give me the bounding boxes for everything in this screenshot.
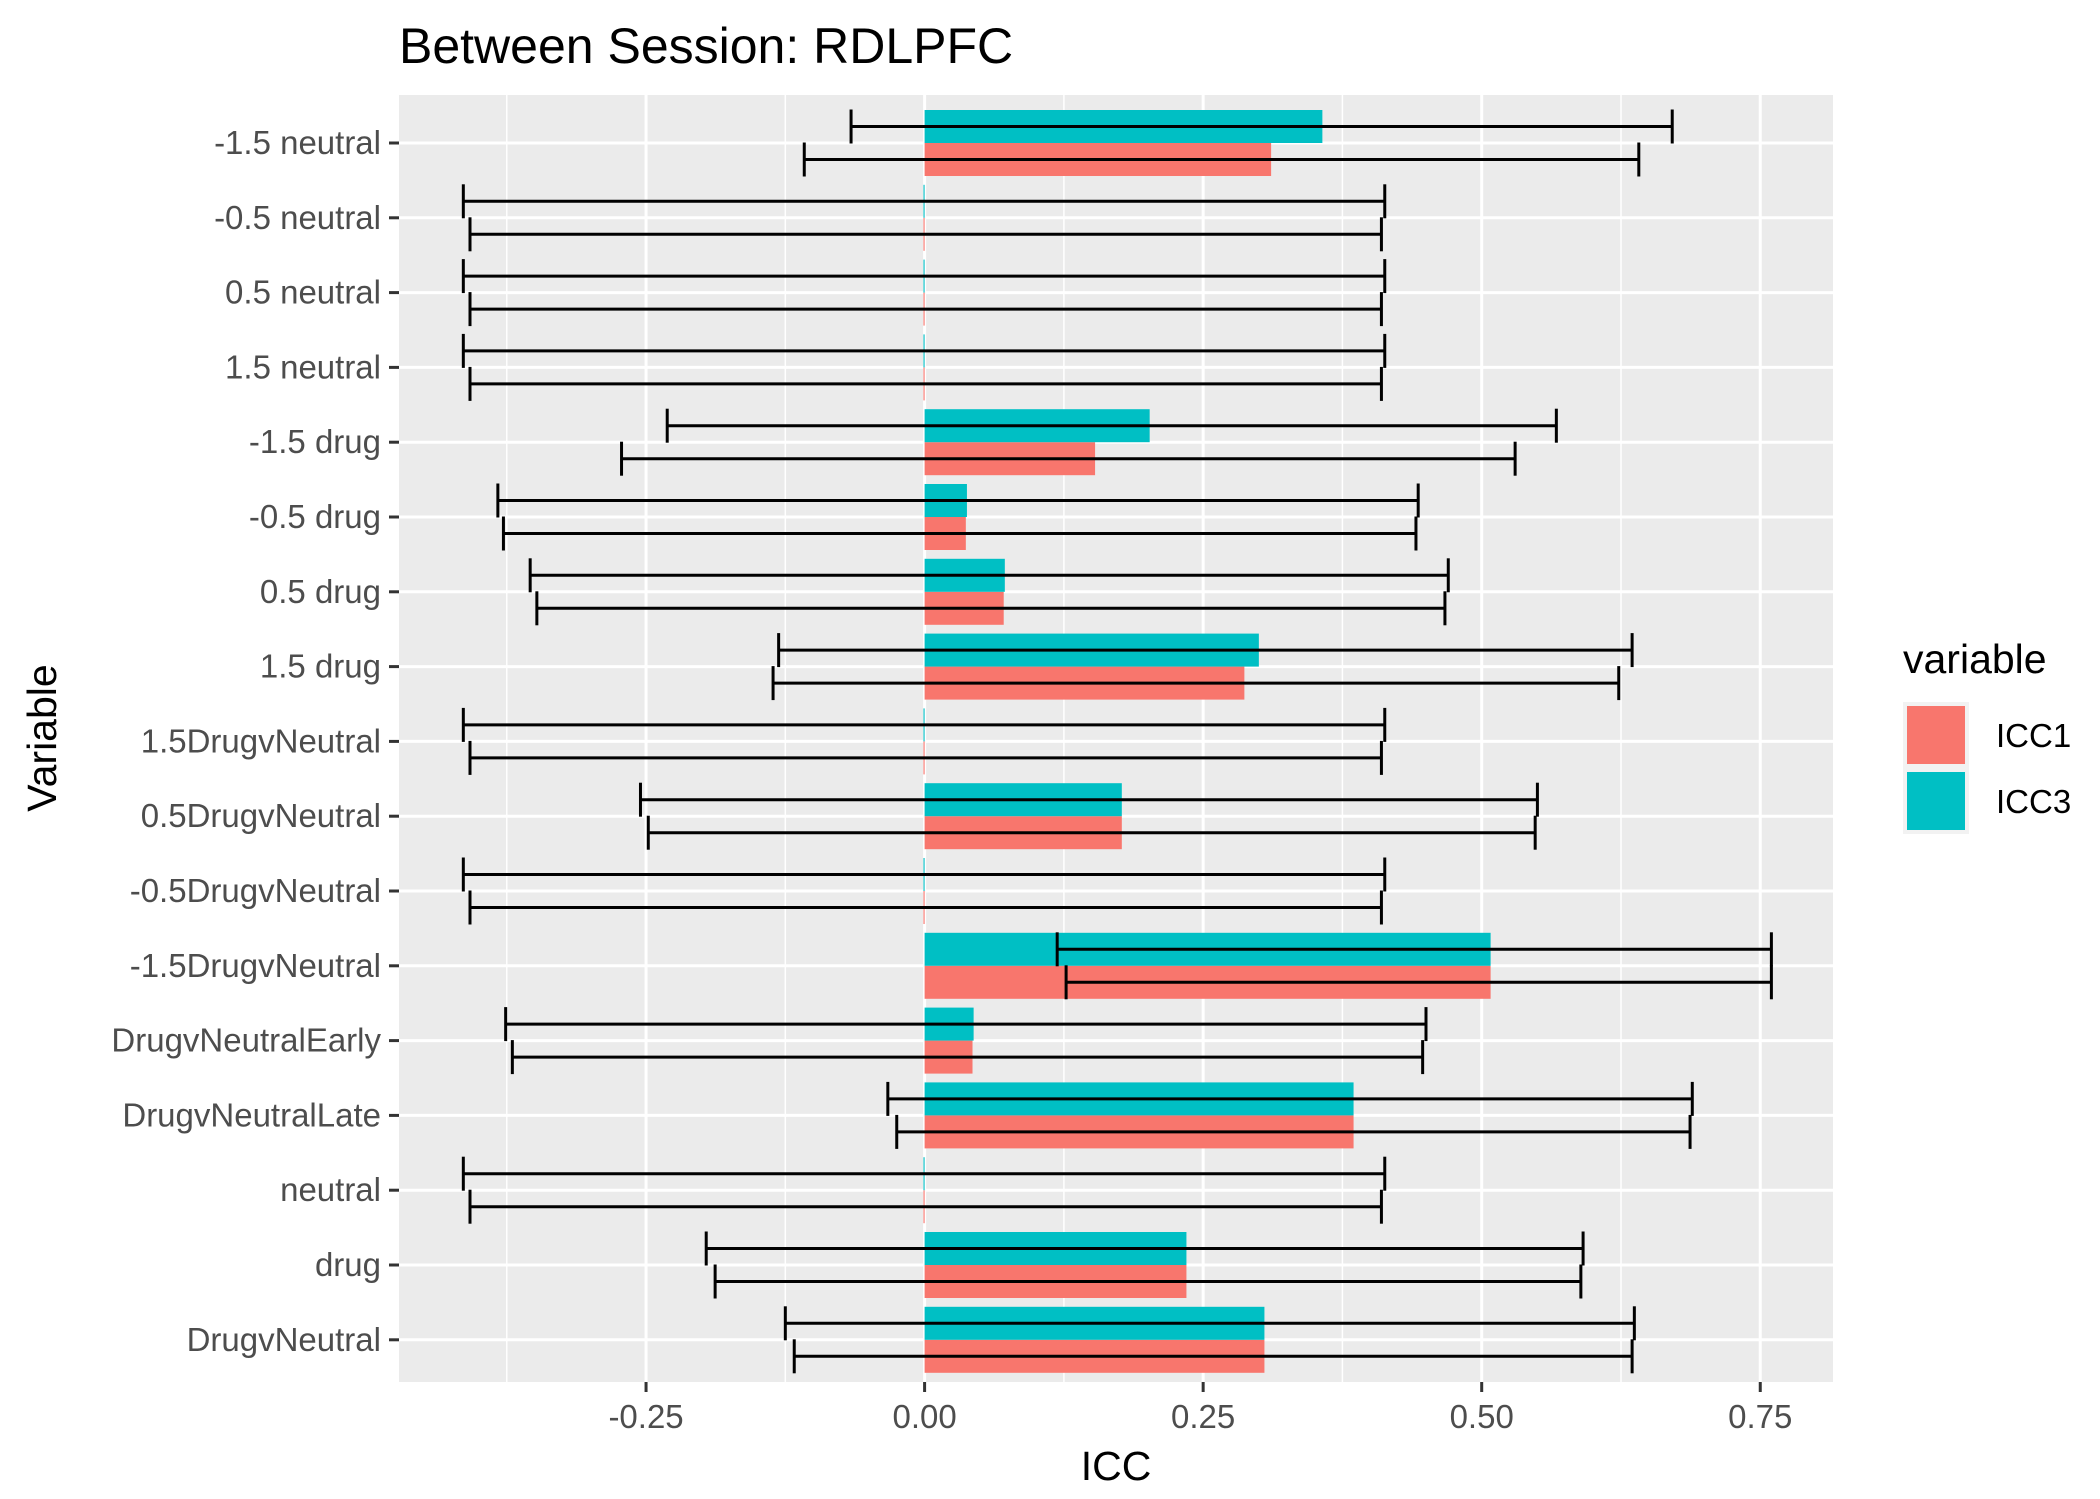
error-bar-icc1 [802,142,1641,177]
y-tick-label: 0.5DrugvNeutral [141,797,381,834]
y-axis: -1.5 neutral -0.5 neutral 0.5 neutral 1.5 n… [111,124,399,1358]
error-bar-icc3 [461,707,1387,742]
legend: variable ICC1 ICC3 [1903,636,2071,834]
y-tick-label: -0.5 neutral [214,199,381,236]
y-tick-label: -1.5 neutral [214,124,381,161]
error-bar-icc3 [461,333,1387,368]
error-bar-icc3 [461,1156,1387,1191]
error-bar-icc1 [620,441,1517,476]
y-tick-label: 0.5 drug [260,573,381,610]
error-bar-icc3 [461,259,1387,294]
chart-title: Between Session: RDLPFC [399,18,1013,74]
x-tick-label: 0.25 [1171,1398,1235,1435]
y-tick-label: neutral [280,1171,381,1208]
y-tick-label: 1.5 neutral [225,348,381,385]
y-tick-label: -1.5 drug [249,423,381,460]
x-axis-title: ICC [1081,1443,1152,1489]
error-bar-icc1 [468,740,1383,775]
error-bar-icc1 [646,815,1537,850]
legend-label-icc1: ICC1 [1996,717,2071,754]
y-tick-label: -0.5 drug [249,498,381,535]
y-tick-label: -0.5DrugvNeutral [130,872,381,909]
error-bar-icc3 [504,1007,1428,1042]
error-bar-icc1 [501,516,1418,551]
x-tick-label: 0.50 [1450,1398,1514,1435]
error-bar-icc1 [468,890,1383,925]
error-bar-icc3 [704,1231,1585,1266]
y-tick-label: 0.5 neutral [225,274,381,311]
error-bar-icc3 [886,1081,1694,1116]
error-bar-icc3 [783,1306,1636,1341]
x-tick-label: -0.25 [608,1398,683,1435]
error-bar-icc1 [1064,965,1773,1000]
y-tick-label: -1.5DrugvNeutral [130,947,381,984]
error-bar-icc3 [461,184,1387,219]
error-bar-icc3 [849,109,1674,144]
error-bars [461,109,1773,1374]
error-bar-icc3 [777,633,1634,668]
error-bar-icc3 [461,857,1387,892]
x-tick-label: 0.75 [1728,1398,1792,1435]
x-axis: -0.25 0.00 0.25 0.50 0.75 [608,1382,1792,1435]
y-tick-label: DrugvNeutralLate [122,1096,381,1133]
error-bar-icc3 [1055,932,1773,967]
y-tick-label: DrugvNeutralEarly [111,1022,381,1059]
error-bar-icc1 [468,1189,1383,1224]
y-tick-label: DrugvNeutral [187,1321,381,1358]
legend-swatch-icc3 [1907,772,1965,830]
error-bar-icc3 [528,558,1450,593]
y-tick-label: 1.5DrugvNeutral [141,722,381,759]
error-bar-icc3 [496,483,1420,518]
error-bar-icc1 [535,591,1447,626]
y-axis-title: Variable [19,664,65,811]
x-tick-label: 0.00 [892,1398,956,1435]
error-bar-icc1 [771,666,1621,701]
error-bar-icc1 [468,366,1383,401]
legend-label-icc3: ICC3 [1996,783,2071,820]
y-tick-label: drug [315,1246,381,1283]
y-tick-label: 1.5 drug [260,648,381,685]
error-bar-icc3 [638,782,1539,817]
error-bar-icc1 [468,217,1383,252]
error-bar-icc1 [713,1264,1583,1299]
error-bar-icc1 [510,1040,1425,1075]
error-bar-icc1 [895,1114,1692,1149]
error-bar-icc1 [792,1339,1634,1374]
error-bar-icc3 [665,408,1558,443]
legend-swatch-icc1 [1907,706,1965,764]
legend-title: variable [1903,636,2047,682]
error-bar-icc1 [468,292,1383,327]
